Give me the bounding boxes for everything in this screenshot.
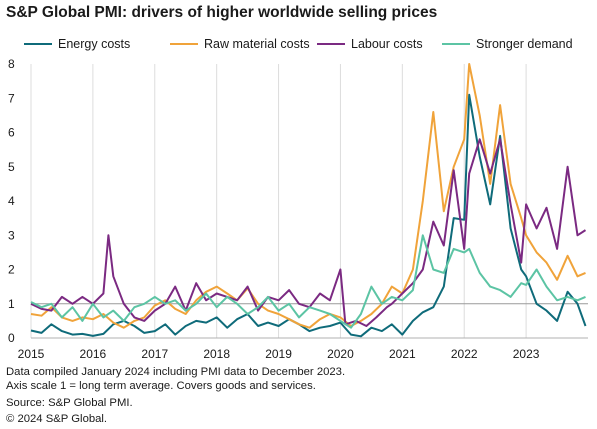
series-lines — [30, 63, 587, 338]
x-tick-label: 2018 — [203, 347, 230, 361]
x-axis-ticks: 2015 2016 2017 2018 2019 2020 2021 2022 2023 — [18, 347, 540, 361]
legend-label-labour: Labour costs — [351, 37, 423, 51]
footnote-axis-scale: Axis scale 1 = long term average. Covers… — [6, 380, 316, 392]
x-tick-label: 2016 — [80, 347, 107, 361]
series-line-stronger-demand — [30, 234, 586, 329]
legend-item-raw-material: Raw material costs — [170, 36, 310, 52]
legend-label-raw-material: Raw material costs — [204, 37, 310, 51]
y-tick-label: 0 — [8, 331, 15, 345]
series-line-raw-material-costs — [30, 63, 586, 329]
y-tick-label: 8 — [8, 57, 15, 71]
y-tick-label: 6 — [8, 126, 15, 140]
y-tick-label: 4 — [8, 194, 15, 208]
x-tick-label: 2020 — [327, 347, 354, 361]
x-tick-label: 2021 — [389, 347, 416, 361]
series-line-labour-costs — [30, 138, 587, 327]
grid-lines — [30, 64, 588, 339]
y-tick-label: 3 — [8, 228, 15, 242]
copyright-note: © 2024 S&P Global. — [6, 413, 108, 425]
chart-title: S&P Global PMI: drivers of higher worldw… — [6, 4, 438, 21]
x-tick-label: 2023 — [513, 347, 540, 361]
legend-swatch-demand — [442, 42, 470, 46]
legend-label-energy: Energy costs — [58, 37, 131, 51]
x-tick-label: 2015 — [18, 347, 45, 361]
y-tick-label: 1 — [8, 297, 15, 311]
chart-legend: Energy costs Raw material costs Labour c… — [0, 36, 597, 52]
x-tick-label: 2019 — [265, 347, 292, 361]
y-tick-label: 5 — [8, 160, 15, 174]
y-tick-label: 7 — [8, 91, 15, 105]
series-line-energy-costs — [30, 93, 587, 338]
legend-swatch-energy — [24, 42, 52, 46]
legend-item-labour: Labour costs — [317, 36, 423, 52]
legend-swatch-raw-material — [170, 42, 198, 46]
y-tick-label: 2 — [8, 263, 15, 277]
x-tick-label: 2017 — [141, 347, 168, 361]
legend-label-demand: Stronger demand — [476, 37, 573, 51]
legend-item-demand: Stronger demand — [442, 36, 573, 52]
y-axis-ticks: 0 1 2 3 4 5 6 7 8 — [8, 57, 15, 345]
footnote-data-compiled: Data compiled January 2024 including PMI… — [6, 366, 346, 378]
legend-item-energy: Energy costs — [24, 36, 130, 52]
x-tick-label: 2022 — [451, 347, 478, 361]
legend-swatch-labour — [317, 42, 345, 46]
source-note: Source: S&P Global PMI. — [6, 397, 133, 409]
